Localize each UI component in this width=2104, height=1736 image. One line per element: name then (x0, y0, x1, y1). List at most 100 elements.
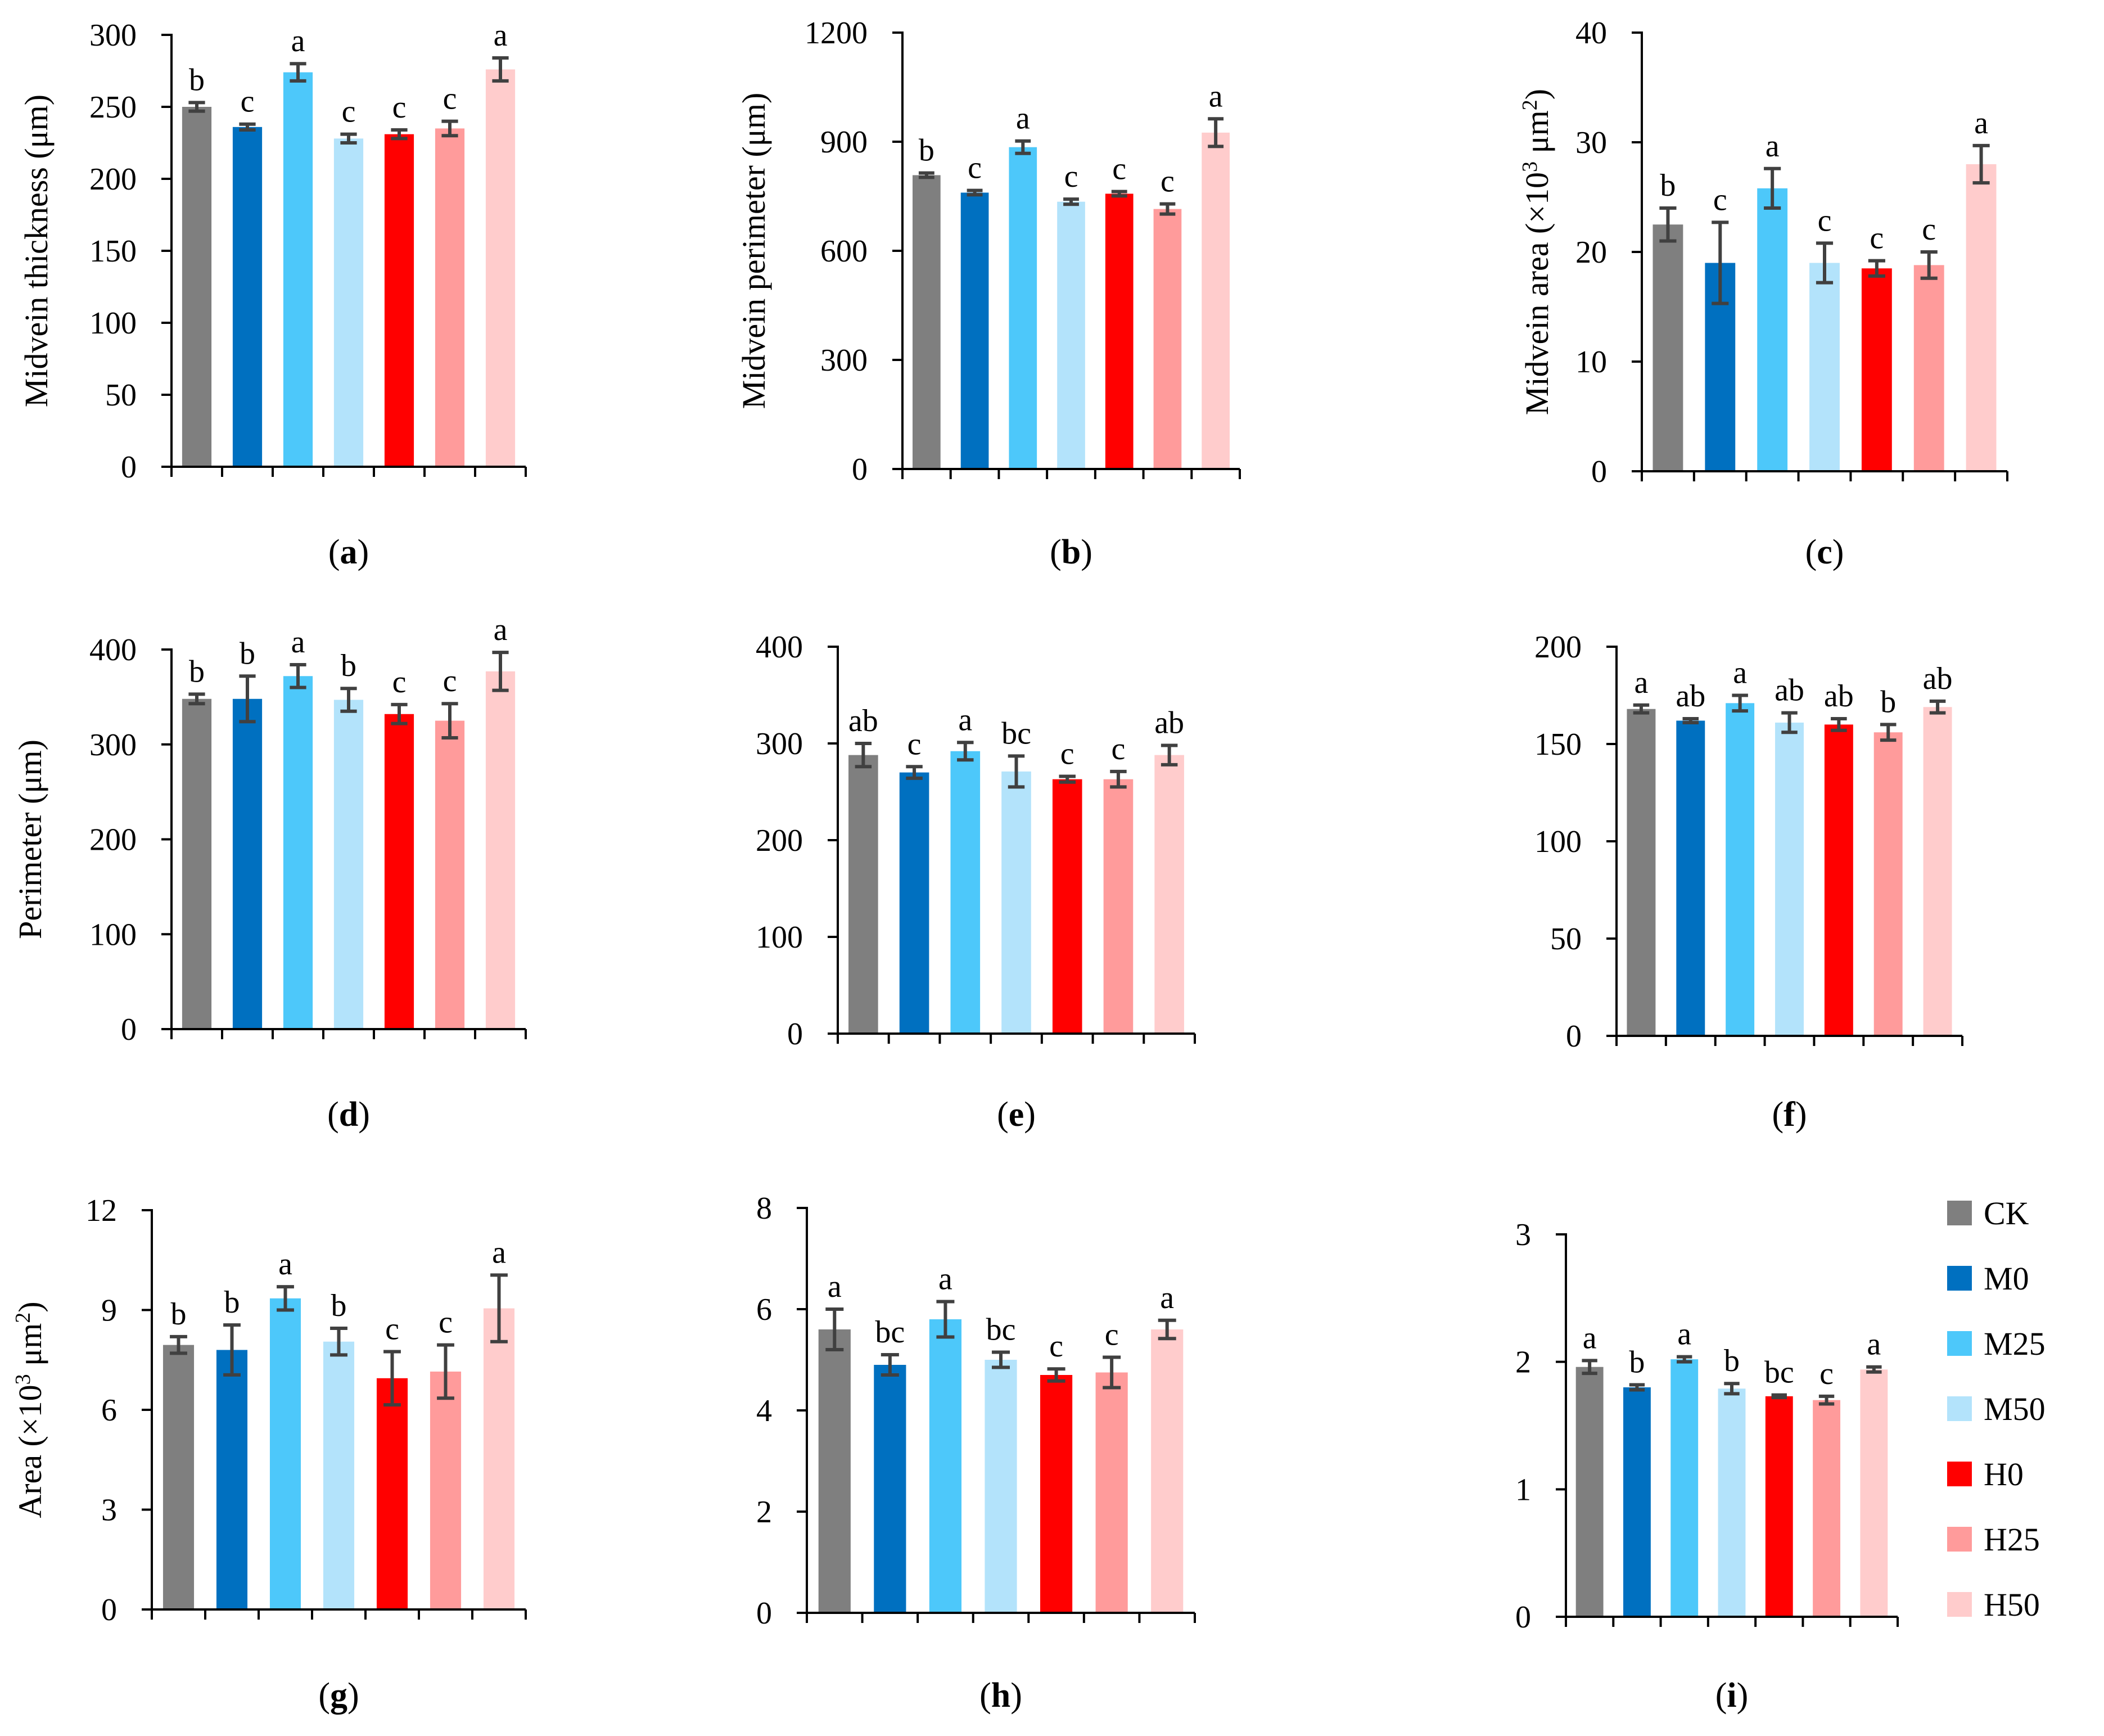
bar-h0 (1040, 1375, 1073, 1613)
significance-letter: c (1161, 164, 1175, 199)
significance-letter: ab (848, 704, 878, 738)
bar-h0 (384, 714, 414, 1029)
panel-letter: a (340, 533, 358, 571)
significance-letter: bc (986, 1313, 1016, 1347)
y-tick-label: 0 (756, 1596, 772, 1631)
label-part: μm (12, 1323, 48, 1374)
bar-m50 (1809, 263, 1840, 471)
bar-m0 (232, 698, 263, 1029)
bar-h0 (376, 1378, 408, 1609)
bar-h0 (1861, 268, 1892, 471)
label-part: ) (12, 1301, 48, 1312)
legend-label-h50: H50 (1984, 1586, 2040, 1623)
significance-letter: a (1209, 79, 1223, 114)
bar-m0 (216, 1350, 248, 1609)
bar-m25 (950, 751, 981, 1034)
paren-open: ( (328, 533, 340, 571)
y-tick-label: 1200 (805, 16, 868, 51)
significance-letter: c (1818, 203, 1832, 238)
bar-m50 (985, 1360, 1017, 1613)
significance-letter: ab (1676, 679, 1705, 714)
panel-label: (h) (979, 1676, 1022, 1715)
significance-letter: a (494, 18, 508, 53)
significance-letter: c (1049, 1329, 1063, 1364)
significance-letter: c (1819, 1356, 1834, 1391)
legend-swatch-h25 (1947, 1527, 1972, 1552)
significance-letter: b (224, 1285, 240, 1320)
significance-letter: a (828, 1269, 842, 1304)
panel-letter: i (1727, 1676, 1736, 1715)
significance-letter: b (1724, 1343, 1740, 1378)
y-axis-label: Area (×103 μm2) (11, 1301, 48, 1518)
y-tick-label: 100 (89, 306, 137, 341)
y-tick-label: 300 (820, 343, 868, 378)
bar-h25 (1153, 209, 1182, 469)
significance-letter: b (1880, 684, 1896, 719)
significance-letter: b (189, 62, 205, 97)
significance-letter: b (331, 1288, 347, 1323)
bar-m25 (1757, 188, 1788, 471)
significance-letter: c (392, 665, 407, 700)
y-tick-label: 300 (89, 18, 137, 53)
significance-letter: ab (1923, 661, 1953, 696)
y-tick-label: 2 (1515, 1345, 1531, 1380)
paren-open: ( (979, 1676, 991, 1715)
y-tick-label: 100 (1534, 824, 1582, 859)
bar-ck (848, 755, 878, 1034)
y-tick-label: 400 (756, 630, 803, 665)
paren-close: ) (1737, 1676, 1749, 1715)
significance-letter: a (1733, 656, 1747, 691)
significance-letter: c (1105, 1318, 1119, 1352)
paren-close: ) (358, 1095, 370, 1134)
legend-label-m0: M0 (1984, 1260, 2029, 1297)
significance-letter: a (291, 24, 305, 58)
panel-label: (e) (997, 1095, 1036, 1134)
legend-swatch-h50 (1947, 1592, 1972, 1617)
significance-letter: b (1660, 168, 1676, 203)
y-tick-label: 50 (1550, 922, 1582, 957)
paren-close: ) (1024, 1095, 1036, 1134)
bar-ck (162, 1345, 195, 1609)
significance-letter: ab (1824, 679, 1854, 714)
bar-m50 (323, 1341, 355, 1609)
y-tick-label: 300 (89, 728, 137, 763)
panel-label: (c) (1805, 533, 1844, 571)
y-axis-label: Midvein area (×103 μm2) (1518, 89, 1555, 415)
significance-letter: bc (1764, 1355, 1794, 1390)
significance-letter: c (907, 727, 922, 761)
significance-letter: b (919, 133, 934, 168)
significance-letter: c (1060, 736, 1074, 771)
bar-m0 (874, 1365, 906, 1613)
panel-label: (a) (328, 533, 369, 571)
bar-h0 (1824, 724, 1853, 1036)
significance-letter: a (1160, 1280, 1174, 1315)
y-tick-label: 100 (756, 920, 803, 955)
y-tick-label: 200 (89, 823, 137, 858)
significance-letter: c (241, 84, 255, 119)
paren-open: ( (1772, 1095, 1784, 1134)
significance-letter: c (1111, 732, 1125, 766)
paren-open: ( (327, 1095, 339, 1134)
paren-open: ( (997, 1095, 1009, 1134)
y-tick-label: 6 (756, 1292, 772, 1327)
superscript: 3 (1518, 161, 1542, 172)
y-tick-label: 150 (89, 234, 137, 269)
bar-h50 (1202, 132, 1230, 470)
panel-label: (f) (1772, 1095, 1807, 1134)
bar-m50 (1001, 771, 1031, 1034)
bar-ck (1627, 709, 1656, 1036)
panel-letter: d (339, 1095, 358, 1134)
significance-letter: c (342, 94, 356, 129)
significance-letter: bc (875, 1315, 905, 1350)
significance-letter: a (938, 1262, 952, 1297)
significance-letter: b (171, 1297, 187, 1332)
bar-ck (1653, 224, 1683, 471)
legend-swatch-h0 (1947, 1462, 1972, 1486)
paren-close: ) (1832, 533, 1844, 571)
significance-letter: b (189, 654, 205, 689)
y-tick-label: 6 (101, 1393, 117, 1428)
bar-h50 (483, 1308, 515, 1609)
